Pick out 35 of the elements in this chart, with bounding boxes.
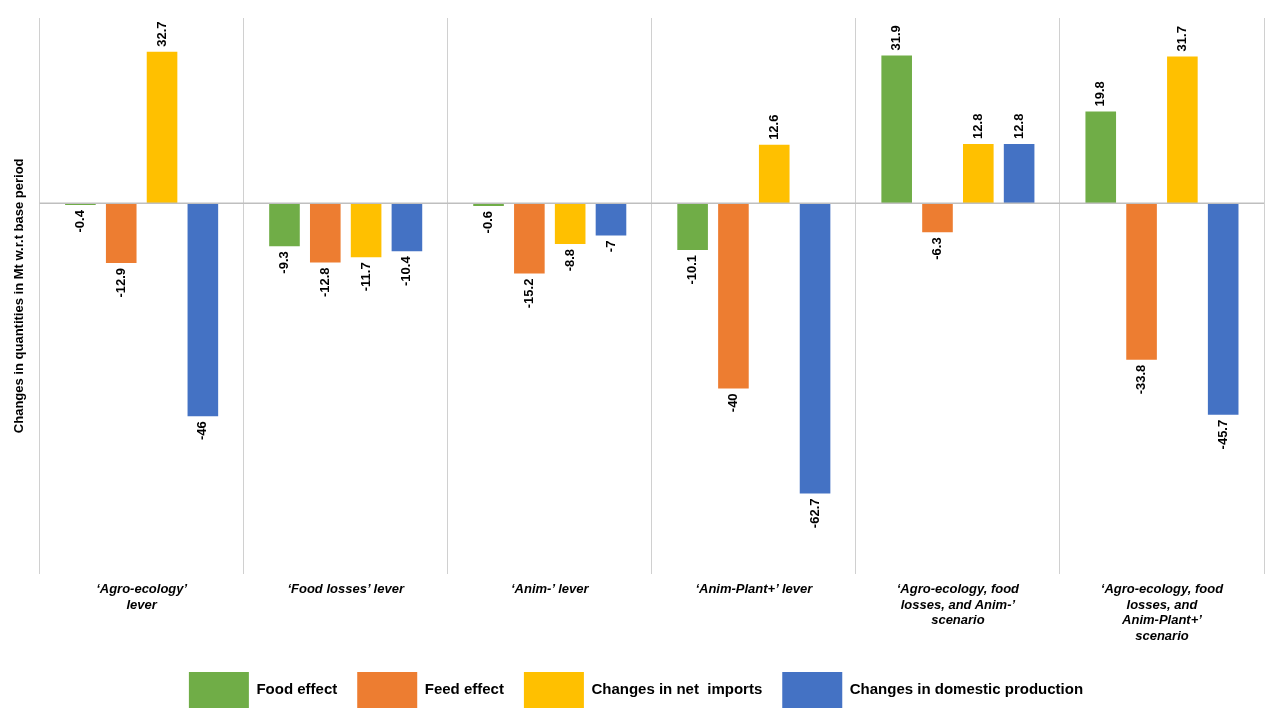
data-label: -15.2: [520, 278, 536, 309]
data-label: -10.1: [684, 254, 700, 285]
data-label: -0.6: [480, 210, 496, 234]
data-label: -46: [194, 421, 210, 440]
data-label: 19.8: [1092, 81, 1108, 107]
legend-label: Changes in net imports: [591, 680, 763, 698]
x-tick-label: ‘Agro-ecology, food losses, and Anim-Plant+’ scenario: [1100, 580, 1225, 643]
data-label: -8.8: [561, 248, 577, 272]
data-label: -12.9: [112, 267, 128, 298]
data-label: -6.3: [929, 237, 945, 260]
data-label: 32.7: [153, 21, 169, 47]
legend-label: Food effect: [256, 680, 338, 698]
data-label: 31.9: [888, 25, 904, 51]
legend-label: Feed effect: [424, 680, 504, 698]
data-label: -0.4: [71, 209, 87, 233]
x-tick-label: ‘Food losses’ lever: [287, 580, 405, 596]
data-label: 12.6: [765, 114, 781, 140]
x-tick-label: ‘Agro-ecology, food losses, and Anim-’ scenario: [896, 580, 1021, 628]
data-label: -45.7: [1214, 419, 1230, 450]
x-tick-label: ‘Anim-Plant+’ lever: [695, 580, 814, 596]
data-label: 31.7: [1173, 26, 1189, 52]
legend-label: Changes in domestic production: [849, 680, 1084, 698]
data-label: -40: [725, 393, 740, 413]
data-label: -62.7: [806, 498, 822, 529]
y-axis-title: Changes in quantities in Mt w.r.t base period: [11, 158, 27, 434]
data-label: -7: [602, 240, 618, 253]
x-tick-label: ‘Agro-ecology’ lever: [96, 580, 188, 612]
data-label: -10.4: [398, 255, 414, 286]
data-label: 12.8: [1010, 113, 1026, 139]
data-label: 12.8: [969, 113, 985, 139]
data-label: -9.3: [276, 251, 292, 274]
x-tick-label: ‘Anim-’ lever: [510, 580, 590, 596]
data-label: -33.8: [1133, 364, 1149, 395]
data-label: -12.8: [316, 267, 332, 298]
data-label: -11.7: [357, 262, 373, 292]
